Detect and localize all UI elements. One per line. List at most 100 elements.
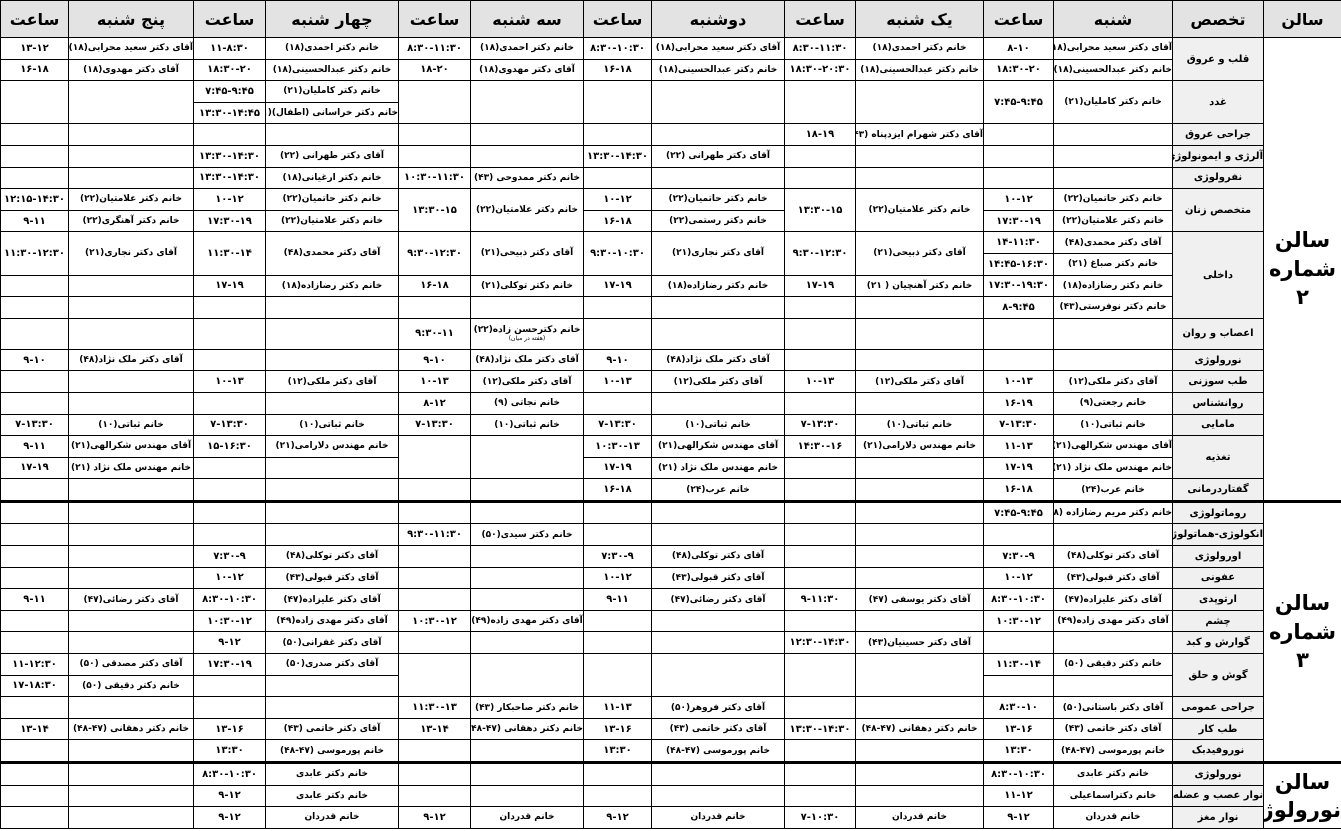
doctor-name: خانم عرب(۲۴) bbox=[1081, 484, 1145, 495]
doctor-cell: خانم قدردان bbox=[1053, 806, 1173, 829]
empty-cell bbox=[470, 435, 584, 480]
time-cell: ۸:۳۰-۱۰:۳۰ bbox=[583, 37, 652, 60]
specialty-name: چشم bbox=[1172, 609, 1264, 633]
time-cell: ۱۱-۱۳ bbox=[583, 696, 652, 719]
header-cell: ساعت bbox=[784, 0, 856, 38]
empty-cell bbox=[983, 348, 1054, 372]
header-cell: شنبه bbox=[1053, 0, 1173, 38]
time-cell: ۹:۳۰-۱۲:۳۰ bbox=[398, 231, 471, 276]
time-cell: ۱۶-۱۸ bbox=[583, 478, 652, 502]
specialty-name: قلب و عروق bbox=[1172, 36, 1264, 82]
specialty-name: انکولوژی-هماتولوژی bbox=[1172, 523, 1264, 547]
schedule-row: سالن شماره ۲ قلب و عروق آقای دکتر سعید محر… bbox=[0, 36, 1341, 502]
doctor-name: خانم مهندس ملک نژاد (۲۱) bbox=[70, 462, 192, 473]
doctor-cell: آقای دکتر سعید محرابی(۱۸) bbox=[651, 37, 785, 60]
time-cell: ۱۳:۳۰-۱۴:۳۰ bbox=[193, 144, 266, 168]
schedule-row: خانم دکتر علامتیان(۲۲) ۱۷:۳۰-۱۹ خانم دکتر … bbox=[0, 209, 1341, 233]
header-cell: دوشنبه bbox=[651, 0, 785, 38]
doctor-cell: آقای دکتر قبولی(۴۳) bbox=[651, 566, 785, 590]
doctor-name: آقای دکتر مهدی زاده(۴۹) bbox=[276, 616, 388, 627]
doctor-name: آقای دکتر علیزاده(۴۷) bbox=[283, 594, 381, 605]
doctor-cell: آقای دکتر ملکی(۱۲) bbox=[855, 370, 984, 393]
time-cell: ۹-۱۲ bbox=[583, 806, 652, 829]
schedule-row: غدد خانم دکتر کاملیان(۲۱) ۷:۴۵-۹:۴۵ خانم دک… bbox=[0, 80, 1341, 125]
time-cell: ۱۰:۳۰-۱۲ bbox=[193, 609, 266, 633]
doctor-name: خانم دکتر آهنچیان ( ۲۱) bbox=[866, 280, 973, 291]
specialty-name: اعصاب و روان bbox=[1172, 317, 1264, 350]
time-cell: ۷:۴۵-۹:۴۵ bbox=[983, 80, 1054, 125]
doctor-cell: آقای دکتر خاتمی (۴۳) bbox=[265, 717, 399, 741]
empty-cell bbox=[855, 391, 984, 415]
empty-cell bbox=[265, 296, 399, 319]
time-cell: ۱۲:۳۰-۱۴:۳۰ bbox=[784, 631, 856, 655]
doctor-cell: خانم پورموسی (۴۷-۴۸) bbox=[651, 739, 785, 763]
time-cell: ۱۷-۱۹ bbox=[583, 456, 652, 480]
doctor-cell: آقای دکتر ملکی(۱۲) bbox=[651, 370, 785, 393]
specialty-name: روماتولوژی bbox=[1172, 499, 1264, 525]
schedule-row: ارتوپدی آقای دکتر علیزاده(۴۷) ۸:۳۰-۱۰:۳۰ آق… bbox=[0, 588, 1341, 611]
empty-cell bbox=[651, 761, 785, 786]
empty-cell bbox=[855, 653, 984, 698]
time-cell: ۱۱-۱۲:۳۰ bbox=[0, 653, 69, 676]
schedule-row: جراحی عروق آقای دکتر شهرام ایزدپناه (۴۳)۱… bbox=[0, 123, 1341, 146]
time-cell: ۸:۳۰-۱۰:۳۰ bbox=[983, 588, 1054, 611]
time-cell: ۷-۱۳:۳۰ bbox=[583, 413, 652, 437]
empty-cell bbox=[193, 696, 266, 719]
doctor-cell: آقای دکتر رضائی(۴۷) bbox=[651, 588, 785, 611]
time-cell: ۱۸:۳۰-۲۰:۳۰ bbox=[784, 58, 856, 82]
doctor-name: خانم دکتراسماعیلی bbox=[1069, 790, 1157, 801]
schedule-row: سالن نورولوژینورولوژی خانم دکتر عابدی ۸:۳۰… bbox=[0, 761, 1341, 829]
doctor-cell: خانم مهندس ملک نژاد (۲۱) bbox=[1053, 456, 1173, 480]
time-cell: ۱۸:۳۰-۲۰ bbox=[983, 58, 1054, 82]
empty-cell bbox=[265, 391, 399, 415]
time-cell: ۷-۱۳:۳۰ bbox=[0, 413, 69, 437]
time-cell: ۷-۱۳:۳۰ bbox=[193, 413, 266, 437]
time-cell: ۱۴:۳۰-۱۶ bbox=[784, 435, 856, 458]
empty-cell bbox=[193, 499, 266, 525]
schedule-row: اعصاب و روان خانم دکترحسن زاده(۲۲) (هفته د… bbox=[0, 317, 1341, 350]
doctor-name: خانم دکتر مریم رضازاده (۴۸) bbox=[1053, 508, 1172, 519]
empty-cell bbox=[784, 653, 856, 698]
doctor-cell: خانم دکتر علامتیان(۲۲) bbox=[470, 188, 584, 233]
empty-cell bbox=[68, 478, 194, 502]
empty-cell bbox=[855, 456, 984, 480]
doctor-cell: آقای دکتر یوسفی (۴۷) bbox=[855, 588, 984, 611]
time-cell: ۷:۴۵-۹:۴۵ bbox=[193, 80, 266, 103]
header-cell: ساعت bbox=[193, 0, 266, 38]
doctor-name: خانم رجعتی(۹) bbox=[1079, 398, 1147, 409]
doctor-cell: آقای دکتر مصدقی (۵۰) bbox=[68, 653, 194, 676]
time-cell: ۱۰-۱۲ bbox=[983, 188, 1054, 211]
schedule-row: خانم دکتر دقیقی (۵۰) ۱۷-۱۸:۳۰ bbox=[0, 674, 1341, 698]
empty-cell bbox=[68, 370, 194, 393]
doctor-cell: آقای دکتر نجاری(۲۱) bbox=[651, 231, 785, 276]
time-cell: ۹-۱۱:۳۰ bbox=[784, 588, 856, 611]
doctor-name: خانم دکتر عابدی bbox=[295, 790, 369, 801]
specialty-name: داخلی bbox=[1172, 231, 1264, 319]
empty-cell bbox=[983, 523, 1054, 547]
schedule-row: چشم آقای دکتر مهدی زاده(۴۹) ۱۰:۳۰-۱۲ آقای د… bbox=[0, 609, 1341, 633]
time-cell: ۱۴-۱۱:۳۰ bbox=[983, 231, 1054, 254]
doctor-name: خانم قدردان bbox=[690, 812, 746, 823]
empty-cell bbox=[0, 144, 69, 168]
time-cell: ۹-۱۱ bbox=[0, 588, 69, 611]
doctor-cell: خانم پورموسی (۴۷-۴۸) bbox=[1053, 739, 1173, 763]
empty-cell bbox=[855, 499, 984, 525]
doctor-cell: آقای دکتر توکلی(۴۸) bbox=[265, 545, 399, 568]
empty-cell bbox=[470, 80, 584, 125]
empty-cell bbox=[855, 348, 984, 372]
empty-cell bbox=[470, 566, 584, 590]
empty-cell bbox=[398, 566, 471, 590]
empty-cell bbox=[68, 274, 194, 298]
doctor-cell: خانم دکتر علامتیان(۲۲) bbox=[1053, 209, 1173, 233]
doctor-cell: خانم ثباتی(۱۰) bbox=[651, 413, 785, 437]
time-cell: ۱۳:۳۰ bbox=[193, 739, 266, 763]
doctor-name: آقای دکتر غفرانی(۵۰) bbox=[282, 637, 382, 648]
empty-cell bbox=[68, 499, 194, 525]
time-cell: ۸:۳۰-۱۰:۳۰ bbox=[983, 761, 1054, 786]
doctor-name: آقای دکتر رضائی(۴۷) bbox=[670, 594, 766, 605]
time-cell: ۸:۳۰-۱۱:۳۰ bbox=[784, 37, 856, 60]
doctor-cell: خانم دکتر توکلی(۲۱) bbox=[470, 274, 584, 298]
doctor-cell: خانم دکتر آهنگری(۲۲) bbox=[68, 209, 194, 233]
empty-cell bbox=[651, 784, 785, 808]
doctor-cell: خانم دکتر دهقانی (۴۷-۴۸) bbox=[470, 717, 584, 741]
